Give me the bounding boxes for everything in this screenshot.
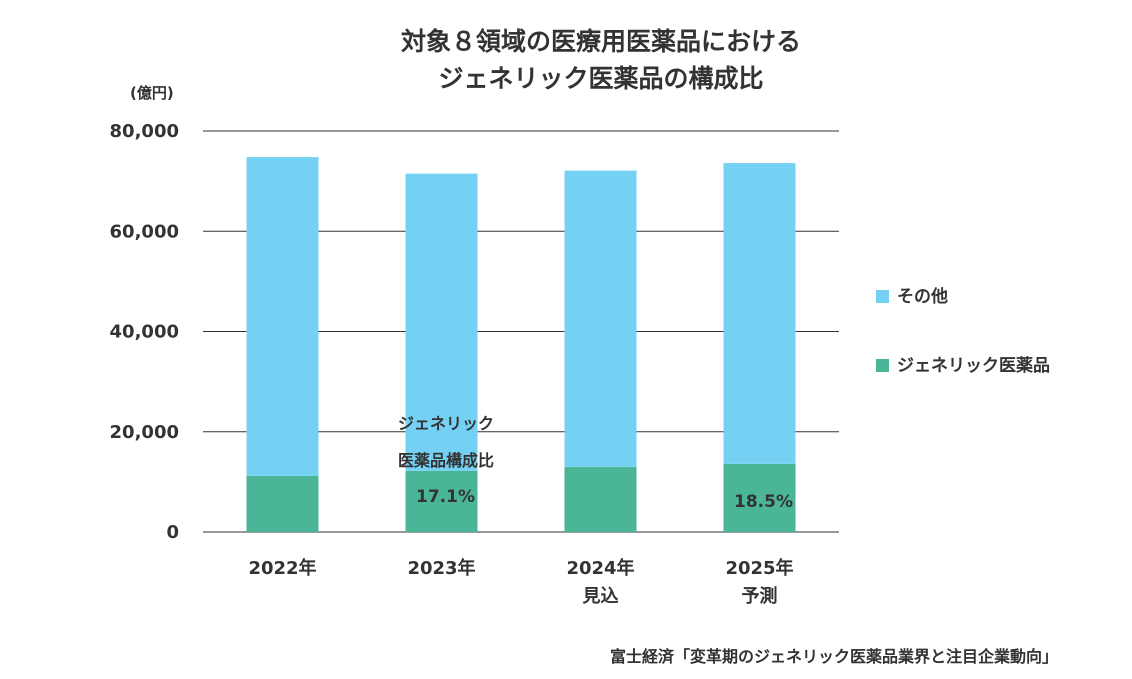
x-tick-label: 予測 [742, 585, 778, 607]
y-tick-label: 40,000 [110, 322, 179, 343]
source-note: 富士経済「変革期のジェネリック医薬品業界と注目企業動向」 [610, 647, 1058, 666]
percent-data-label: 17.1% [416, 487, 475, 507]
legend-label-generic: ジェネリック医薬品 [897, 356, 1050, 376]
legend: その他 ジェネリック医薬品 [876, 286, 1050, 376]
bar-segment-generic [564, 466, 637, 532]
bar-segment-other [723, 163, 796, 464]
x-tick-label: 2022年 [248, 557, 316, 579]
chart-title-line-1: 対象８領域の医療用医薬品における [401, 27, 801, 56]
annotation-line-2: 医薬品構成比 [398, 451, 494, 470]
annotation-line-1: ジェネリック [398, 414, 494, 433]
legend-swatch-other [876, 290, 889, 303]
y-tick-label: 20,000 [110, 422, 179, 443]
x-tick-label: 2025年 [725, 557, 793, 579]
y-tick-label: 0 [166, 522, 179, 543]
bar-segment-generic [723, 463, 796, 532]
bars [246, 157, 796, 532]
bar-segment-other [405, 173, 478, 471]
percent-labels: 17.1% 18.5% [416, 487, 793, 512]
legend-label-other: その他 [897, 286, 948, 307]
chart-title-line-2: ジェネリック医薬品の構成比 [438, 64, 763, 93]
y-tick-label: 80,000 [110, 121, 179, 142]
bar-segment-other [564, 170, 637, 467]
x-tick-label: 2023年 [407, 557, 475, 579]
x-tick-label: 2024年 [566, 557, 634, 579]
y-tick-label: 60,000 [110, 221, 179, 242]
x-tick-label: 見込 [582, 586, 619, 607]
percent-data-label: 18.5% [734, 492, 793, 512]
y-axis-unit-label: (億円) [130, 84, 174, 102]
bar-segment-generic [405, 470, 478, 532]
y-axis-ticks: 0 20,000 40,000 60,000 80,000 [110, 121, 179, 543]
bar-segment-generic [246, 475, 319, 532]
bar-segment-other [246, 157, 319, 476]
legend-swatch-generic [876, 359, 889, 372]
